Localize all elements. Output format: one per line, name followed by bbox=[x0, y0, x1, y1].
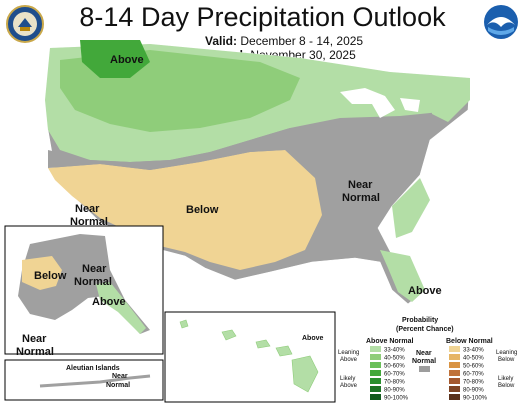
legend-above-swatch bbox=[370, 362, 381, 368]
legend-below-bin: 40-50% bbox=[463, 356, 484, 362]
legend-likely-below-1: Likely bbox=[498, 376, 513, 382]
legend-below-bin: 80-90% bbox=[463, 388, 484, 394]
legend-leaning-below-1: Leaning bbox=[496, 350, 517, 356]
ak-label-near-1: Near bbox=[82, 263, 107, 275]
legend-below-header: Below Normal bbox=[446, 338, 493, 345]
legend-below-bin: 50-60% bbox=[463, 364, 484, 370]
legend-below-swatch bbox=[449, 354, 460, 360]
alaska-above-region bbox=[96, 282, 146, 334]
aleutian-inset-frame bbox=[4, 359, 164, 401]
aleutian-title: Aleutian Islands bbox=[66, 365, 120, 372]
label-near-east-2: Normal bbox=[342, 192, 380, 204]
hawaii-label-above: Above bbox=[302, 335, 324, 342]
valid-date: December 8 - 14, 2025 bbox=[240, 34, 364, 48]
legend-below-swatch bbox=[449, 378, 460, 384]
ak-label-above: Above bbox=[92, 296, 126, 308]
legend-above-bin: 80-90% bbox=[384, 388, 405, 394]
legend-above-bin: 90-100% bbox=[384, 396, 409, 402]
legend-title-2: (Percent Chance) bbox=[396, 326, 454, 333]
label-near-west-2: Normal bbox=[70, 216, 108, 228]
valid-line: Valid: December 8 - 14, 2025 bbox=[205, 34, 363, 48]
legend-below-bin: 70-80% bbox=[463, 380, 484, 386]
label-below-southwest: Below bbox=[186, 204, 219, 216]
legend: Probability (Percent Chance) Above Norma… bbox=[338, 317, 517, 402]
aleutian-near-2: Normal bbox=[106, 382, 130, 389]
noaa-logo-icon bbox=[484, 5, 518, 39]
atlantic-above-region bbox=[392, 178, 430, 238]
map-title: 8-14 Day Precipitation Outlook bbox=[79, 2, 446, 32]
legend-above-swatch bbox=[370, 394, 381, 400]
legend-below-swatch bbox=[449, 362, 460, 368]
label-above-florida: Above bbox=[408, 285, 442, 297]
legend-likely-above-2: Above bbox=[340, 383, 358, 389]
legend-above-swatch bbox=[370, 386, 381, 392]
label-above-north: Above bbox=[110, 54, 144, 66]
legend-below-bin: 90-100% bbox=[463, 396, 488, 402]
legend-near-swatch bbox=[419, 366, 430, 372]
florida-above-region bbox=[380, 250, 425, 302]
legend-above-swatch bbox=[370, 354, 381, 360]
legend-below-bin: 33-40% bbox=[463, 348, 484, 354]
legend-below-swatch bbox=[449, 370, 460, 376]
legend-likely-above-1: Likely bbox=[340, 376, 355, 382]
ak-label-near-2: Normal bbox=[74, 276, 112, 288]
aleutian-near-1: Near bbox=[112, 373, 128, 380]
legend-below-swatch bbox=[449, 386, 460, 392]
legend-leaning-above-2: Above bbox=[340, 357, 358, 363]
conus-near-strip-region bbox=[48, 128, 310, 170]
commerce-seal-icon bbox=[6, 5, 44, 43]
legend-above-bin: 70-80% bbox=[384, 380, 405, 386]
label-near-east-1: Near bbox=[348, 179, 373, 191]
legend-below-swatch bbox=[449, 346, 460, 352]
ak-label-below: Below bbox=[34, 270, 67, 282]
ak-label-near-sw-2: Normal bbox=[16, 346, 54, 358]
legend-above-bin: 60-70% bbox=[384, 372, 405, 378]
legend-near-header-1: Near bbox=[416, 350, 432, 357]
legend-rows: 33-40% 33-40% 40-50% 40-50% 50-60% 50-60% 60-7… bbox=[370, 346, 488, 402]
legend-above-swatch bbox=[370, 346, 381, 352]
legend-leaning-above-1: Leaning bbox=[338, 350, 359, 356]
legend-near-header-2: Normal bbox=[412, 358, 436, 365]
legend-above-bin: 40-50% bbox=[384, 356, 405, 362]
conus-below-region bbox=[48, 150, 322, 270]
legend-above-swatch bbox=[370, 378, 381, 384]
legend-below-swatch bbox=[449, 394, 460, 400]
legend-title-1: Probability bbox=[402, 317, 438, 324]
northeast-above-region bbox=[430, 80, 470, 122]
legend-above-bin: 50-60% bbox=[384, 364, 405, 370]
hawaii-islands bbox=[179, 319, 319, 393]
valid-label: Valid: bbox=[205, 34, 238, 48]
alaska-below-region bbox=[22, 256, 62, 290]
legend-leaning-below-2: Below bbox=[498, 357, 515, 363]
legend-above-swatch bbox=[370, 370, 381, 376]
great-lakes bbox=[340, 88, 420, 118]
legend-below-bin: 60-70% bbox=[463, 372, 484, 378]
legend-likely-below-2: Below bbox=[498, 383, 515, 389]
legend-above-header: Above Normal bbox=[366, 338, 414, 345]
legend-above-bin: 33-40% bbox=[384, 348, 405, 354]
aleutian-chain bbox=[39, 374, 151, 388]
ak-label-near-sw-1: Near bbox=[22, 333, 47, 345]
label-near-west-1: Near bbox=[75, 203, 100, 215]
conus-above-50-region bbox=[80, 40, 150, 78]
